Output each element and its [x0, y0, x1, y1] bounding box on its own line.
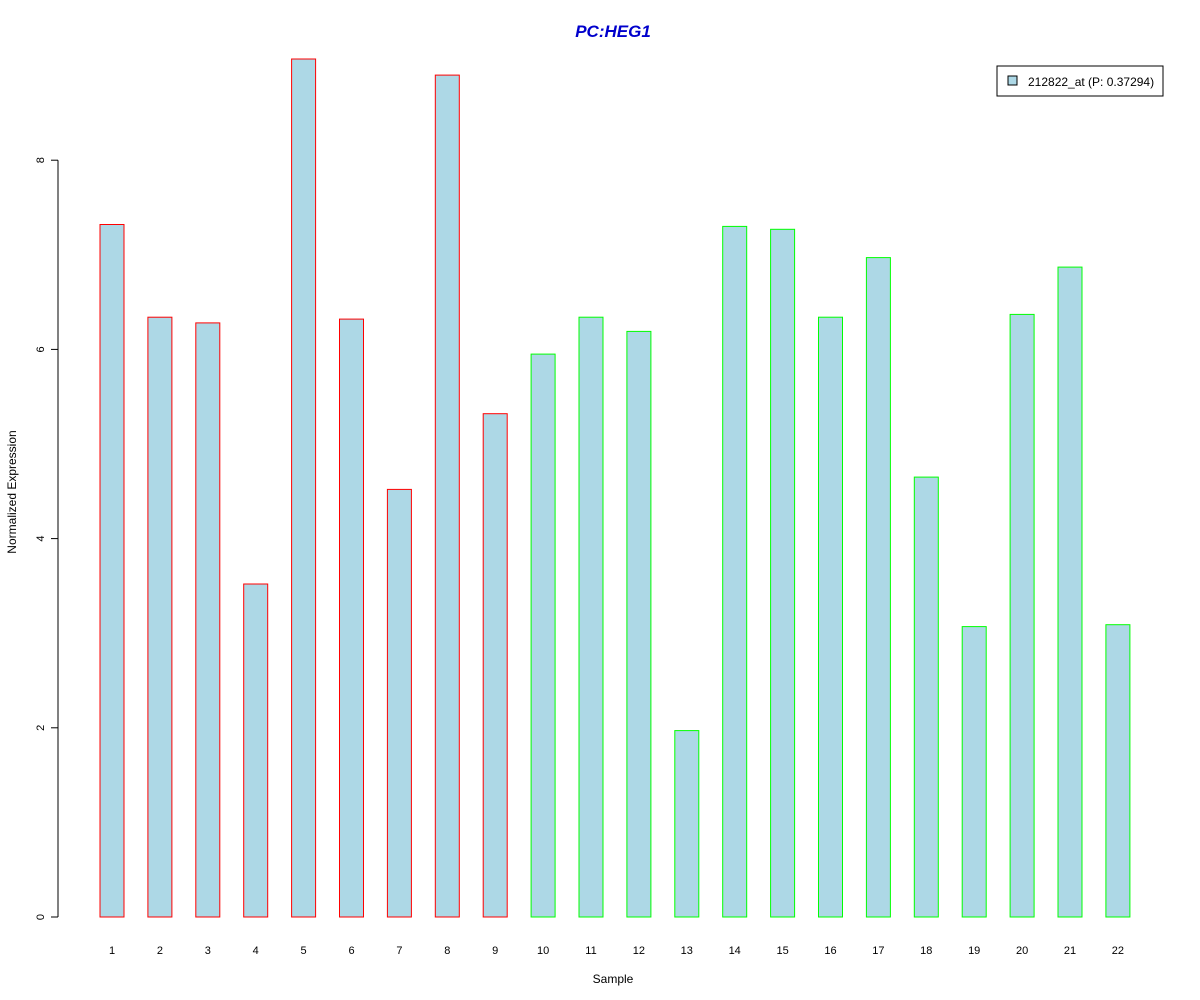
bar-sample-9 — [482, 413, 508, 918]
bar-sample-3 — [195, 322, 221, 918]
bar-sample-4 — [243, 583, 269, 918]
chart-title: PC:HEG1 — [575, 22, 651, 41]
bar-sample-13 — [674, 730, 700, 918]
x-tick-label: 7 — [396, 945, 402, 957]
x-tick-label: 12 — [633, 945, 645, 957]
y-axis-label: Normalized Expression — [5, 430, 19, 553]
bar-sample-12 — [626, 330, 652, 918]
x-tick-labels: 1 2 3 4 5 6 7 8 9 10 11 12 13 14 15 16 17 18 19 20 21 22 — [109, 945, 1124, 957]
bar-sample-7 — [386, 488, 412, 918]
x-tick-label: 4 — [253, 945, 259, 957]
y-tick-label: 4 — [35, 536, 47, 542]
x-axis-label: Sample — [593, 972, 634, 986]
x-tick-label: 3 — [205, 945, 211, 957]
bar-sample-20 — [1009, 313, 1035, 918]
bar-sample-22 — [1105, 624, 1131, 918]
x-tick-label: 2 — [157, 945, 163, 957]
x-tick-label: 8 — [444, 945, 450, 957]
x-tick-label: 16 — [824, 945, 836, 957]
x-tick-label: 21 — [1064, 945, 1076, 957]
x-tick-label: 19 — [968, 945, 980, 957]
bar-sample-21 — [1057, 266, 1083, 918]
bars — [99, 58, 1131, 918]
legend-swatch — [1007, 75, 1018, 86]
y-tick-label: 2 — [35, 725, 47, 731]
bar-sample-5 — [291, 58, 317, 918]
x-tick-label: 15 — [776, 945, 788, 957]
x-tick-label: 13 — [681, 945, 693, 957]
x-tick-label: 11 — [585, 945, 596, 957]
bar-sample-11 — [578, 316, 604, 918]
legend-entry-label: 212822_at (P: 0.37294) — [1028, 75, 1154, 89]
bar-sample-2 — [147, 316, 173, 918]
bar-sample-17 — [865, 257, 891, 918]
bar-sample-18 — [913, 476, 939, 918]
bar-sample-6 — [339, 318, 364, 918]
y-tick-label: 6 — [35, 346, 47, 352]
x-tick-label: 17 — [872, 945, 884, 957]
legend: 212822_at (P: 0.37294) — [996, 65, 1164, 97]
x-tick-label: 10 — [537, 945, 549, 957]
x-tick-label: 22 — [1112, 945, 1124, 957]
y-tick-label: 0 — [35, 914, 47, 920]
x-tick-label: 1 — [109, 945, 115, 957]
bar-sample-19 — [961, 626, 987, 918]
legend-box — [996, 65, 1164, 97]
y-axis: 0 2 4 6 8 — [35, 157, 59, 920]
x-tick-label: 18 — [920, 945, 932, 957]
x-tick-label: 6 — [348, 945, 354, 957]
y-tick-label: 8 — [35, 157, 47, 163]
bar-sample-16 — [818, 316, 843, 918]
bar-sample-8 — [434, 74, 460, 918]
x-tick-label: 5 — [301, 945, 307, 957]
x-tick-label: 14 — [729, 945, 741, 957]
x-tick-label: 20 — [1016, 945, 1028, 957]
bar-sample-1 — [99, 224, 125, 918]
bar-sample-15 — [770, 228, 796, 918]
bar-sample-10 — [530, 353, 556, 918]
x-tick-label: 9 — [492, 945, 498, 957]
bar-sample-14 — [722, 225, 748, 918]
